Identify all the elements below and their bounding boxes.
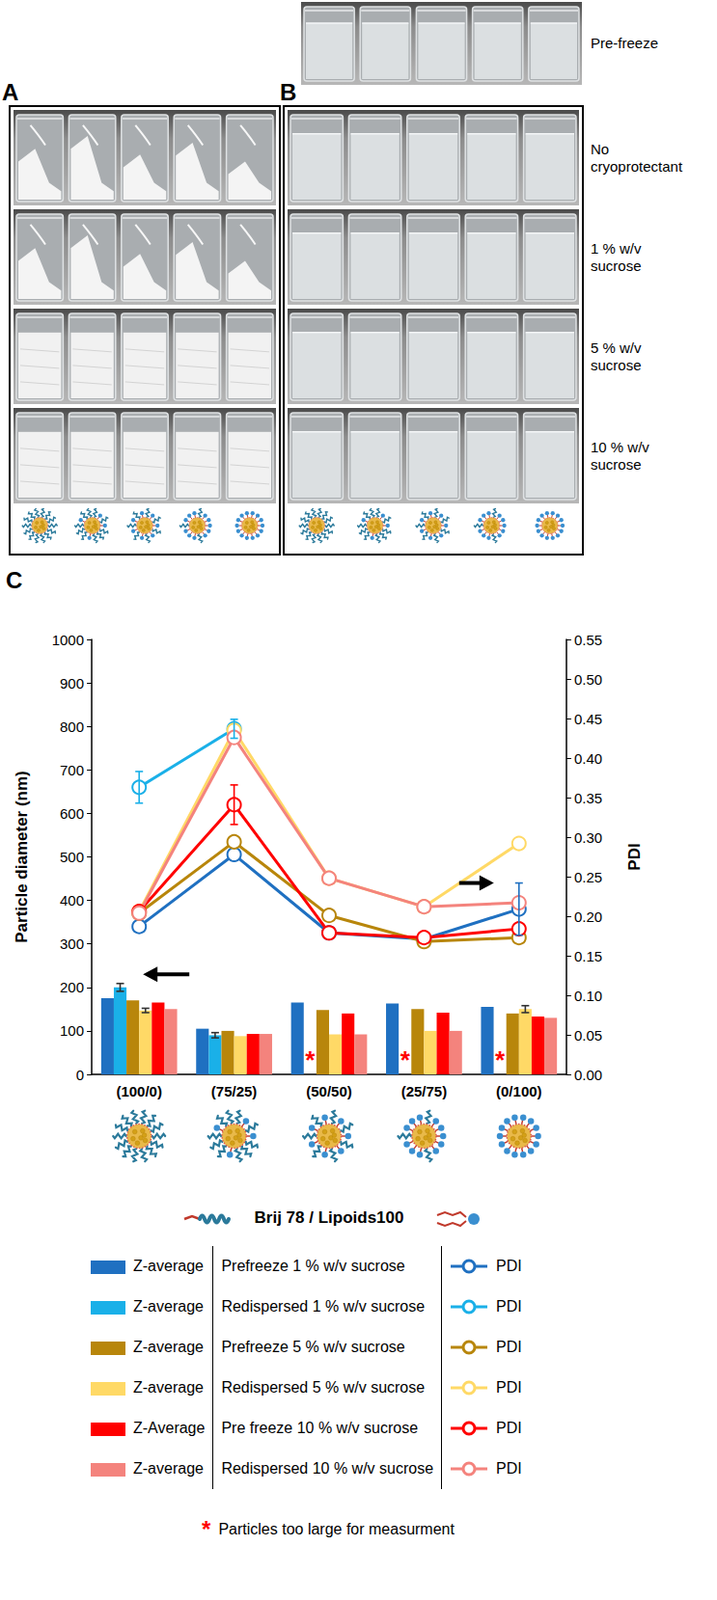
html-text:PDI: PDI xyxy=(496,1339,522,1356)
svg-text:(50/50): (50/50) xyxy=(305,1083,353,1101)
svg-text:300: 300 xyxy=(59,936,84,953)
html-text:Redispersed 1 % w/v sucrose: Redispersed 1 % w/v sucrose xyxy=(221,1298,425,1316)
svg-text:0.35: 0.35 xyxy=(574,790,603,807)
html-text:PDI: PDI xyxy=(496,1298,522,1315)
svg-text:1000: 1000 xyxy=(52,632,84,649)
html-text:Redispersed 10 % w/v sucrose: Redispersed 10 % w/v sucrose xyxy=(221,1461,434,1478)
html-text:C: C xyxy=(5,567,23,594)
html-text:Z-average: Z-average xyxy=(133,1258,204,1275)
svg-text:Brij 78 / Lipoids100: Brij 78 / Lipoids100 xyxy=(254,1209,405,1228)
svg-text:(75/25): (75/25) xyxy=(211,1083,258,1101)
svg-text:PDI: PDI xyxy=(625,843,644,871)
svg-text:0.30: 0.30 xyxy=(574,829,603,847)
html-text:PDI: PDI xyxy=(496,1420,522,1437)
svg-text:*: * xyxy=(495,1046,506,1076)
svg-text:0.45: 0.45 xyxy=(574,711,603,728)
svg-text:700: 700 xyxy=(59,762,84,779)
svg-text:900: 900 xyxy=(59,675,84,692)
html-text:Z-average: Z-average xyxy=(133,1339,204,1356)
svg-text:0.55: 0.55 xyxy=(574,632,603,649)
svg-text:1 % w/vsucrose: 1 % w/vsucrose xyxy=(590,240,642,275)
html-text:Prefreeze 5 % w/v sucrose: Prefreeze 5 % w/v sucrose xyxy=(221,1339,406,1356)
html-text:Pre freeze 10 % w/v sucrose: Pre freeze 10 % w/v sucrose xyxy=(221,1420,418,1437)
svg-text:0.15: 0.15 xyxy=(574,948,603,966)
svg-text:(0/100): (0/100) xyxy=(496,1083,543,1101)
svg-text:500: 500 xyxy=(59,849,84,866)
svg-text:Particle diameter (nm): Particle diameter (nm) xyxy=(12,771,31,944)
html-text:PDI: PDI xyxy=(496,1379,522,1396)
html-text:Z-Average: Z-Average xyxy=(133,1420,205,1437)
svg-text:0.40: 0.40 xyxy=(574,750,603,768)
html-text:PDI: PDI xyxy=(496,1257,522,1275)
svg-text:0.50: 0.50 xyxy=(574,671,603,689)
html-text:Prefreeze 1 % w/v sucrose: Prefreeze 1 % w/v sucrose xyxy=(221,1258,406,1275)
svg-text:(100/0): (100/0) xyxy=(115,1083,163,1101)
svg-text:0.20: 0.20 xyxy=(574,909,603,926)
svg-text:0.05: 0.05 xyxy=(574,1027,603,1045)
html-text:Z-average: Z-average xyxy=(133,1298,204,1316)
html-text:Z-average: Z-average xyxy=(133,1379,204,1397)
svg-text:0.10: 0.10 xyxy=(574,988,603,1005)
svg-text:Nocryoprotectant: Nocryoprotectant xyxy=(590,140,684,175)
svg-text:400: 400 xyxy=(59,892,84,910)
html-text:PDI: PDI xyxy=(496,1460,522,1478)
svg-text:0.00: 0.00 xyxy=(574,1067,603,1084)
svg-text:600: 600 xyxy=(59,805,84,823)
svg-text:A: A xyxy=(1,79,19,106)
svg-text:5 % w/vsucrose: 5 % w/vsucrose xyxy=(590,339,642,374)
html-text:* Particles too large for meas: * Particles too large for measurment xyxy=(201,1516,455,1544)
svg-text:0: 0 xyxy=(76,1067,84,1084)
svg-text:*: * xyxy=(400,1046,412,1076)
svg-text:800: 800 xyxy=(59,718,84,736)
svg-text:*: * xyxy=(304,1046,316,1076)
svg-text:0.25: 0.25 xyxy=(574,869,603,886)
html-text:Z-average: Z-average xyxy=(133,1461,204,1478)
svg-text:200: 200 xyxy=(59,979,84,996)
svg-text:Pre-freeze: Pre-freeze xyxy=(590,34,659,52)
svg-text:B: B xyxy=(279,79,297,106)
svg-text:100: 100 xyxy=(59,1022,84,1040)
html-text:Redispersed 5 % w/v sucrose: Redispersed 5 % w/v sucrose xyxy=(221,1379,425,1397)
svg-text:(25/75): (25/75) xyxy=(401,1083,448,1101)
svg-text:10 % w/vsucrose: 10 % w/vsucrose xyxy=(590,439,650,473)
